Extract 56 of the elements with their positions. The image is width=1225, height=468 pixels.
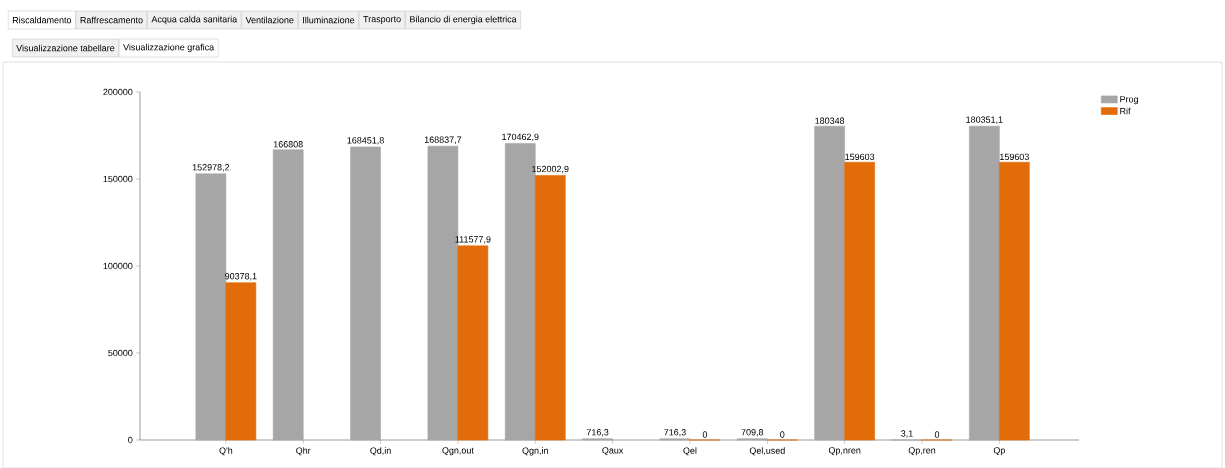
x-tick-label: Q'h bbox=[219, 447, 233, 456]
bar bbox=[969, 125, 1000, 441]
data-label: 0 bbox=[934, 431, 940, 438]
x-tick-label: Qgn,out bbox=[442, 447, 474, 456]
text: Ventilazione bbox=[245, 16, 294, 24]
x-tick-label: Qel bbox=[683, 447, 697, 456]
text: Trasporto bbox=[363, 15, 401, 25]
bar bbox=[350, 146, 381, 441]
x-tick-label: Qd,in bbox=[370, 447, 391, 456]
bar bbox=[225, 282, 257, 441]
x-tick-label: Qel,used bbox=[749, 447, 785, 456]
bar bbox=[457, 245, 489, 441]
y-tick-label: 100000 bbox=[103, 262, 133, 270]
data-label: 159603 bbox=[1000, 153, 1029, 160]
bar bbox=[195, 173, 227, 441]
data-label: 111577,9 bbox=[455, 236, 491, 244]
x-tick-label: Qaux bbox=[602, 447, 624, 456]
x-tick-label: Qp,nren bbox=[828, 447, 861, 456]
x-tick-label: Qhr bbox=[296, 447, 311, 456]
bar bbox=[844, 161, 875, 441]
data-label: 180351,1 bbox=[966, 116, 1003, 124]
text: Raffrescamento bbox=[80, 16, 143, 24]
bar bbox=[814, 125, 845, 441]
data-label: 716,3 bbox=[664, 429, 686, 437]
x-tick-label: Qp bbox=[993, 447, 1005, 456]
data-label: 152002,9 bbox=[532, 165, 569, 174]
x-tick-label: Qgn,in bbox=[522, 447, 548, 456]
bar bbox=[534, 175, 566, 441]
y-tick-label: 50000 bbox=[108, 349, 133, 357]
data-label: 168451,8 bbox=[347, 137, 384, 145]
text: Illuminazione bbox=[303, 16, 355, 24]
data-label: 716,3 bbox=[586, 429, 609, 437]
data-label: 152978,2 bbox=[192, 164, 230, 172]
text: Visualizzazione tabellare bbox=[16, 44, 115, 52]
x-tick-label: Qp,ren bbox=[908, 447, 936, 456]
y-tick-label: 150000 bbox=[103, 175, 133, 183]
text: Visualizzazione grafica bbox=[123, 43, 215, 53]
y-tick-label: 200000 bbox=[103, 88, 133, 96]
data-label: 0 bbox=[702, 431, 708, 438]
bar bbox=[272, 149, 304, 441]
text: Riscaldamento bbox=[12, 16, 72, 24]
y-tick-label: 0 bbox=[128, 436, 133, 444]
data-label: 166808 bbox=[273, 141, 303, 148]
legend-label: Prog bbox=[1120, 96, 1138, 105]
data-label: 159603 bbox=[845, 153, 875, 160]
data-label: 168837,7 bbox=[424, 136, 462, 144]
text: Bilancio di energia elettrica bbox=[410, 15, 517, 25]
data-label: 0 bbox=[780, 431, 785, 438]
text: Acqua calda sanitaria bbox=[151, 15, 238, 25]
bar bbox=[999, 161, 1030, 441]
data-label: 170462,9 bbox=[502, 133, 539, 142]
legend-label: Rif bbox=[1120, 107, 1131, 115]
data-label: 90378,1 bbox=[225, 273, 257, 281]
data-label: 3,1 bbox=[901, 430, 913, 438]
data-label: 709,8 bbox=[741, 429, 764, 437]
data-label: 180348 bbox=[815, 117, 845, 124]
